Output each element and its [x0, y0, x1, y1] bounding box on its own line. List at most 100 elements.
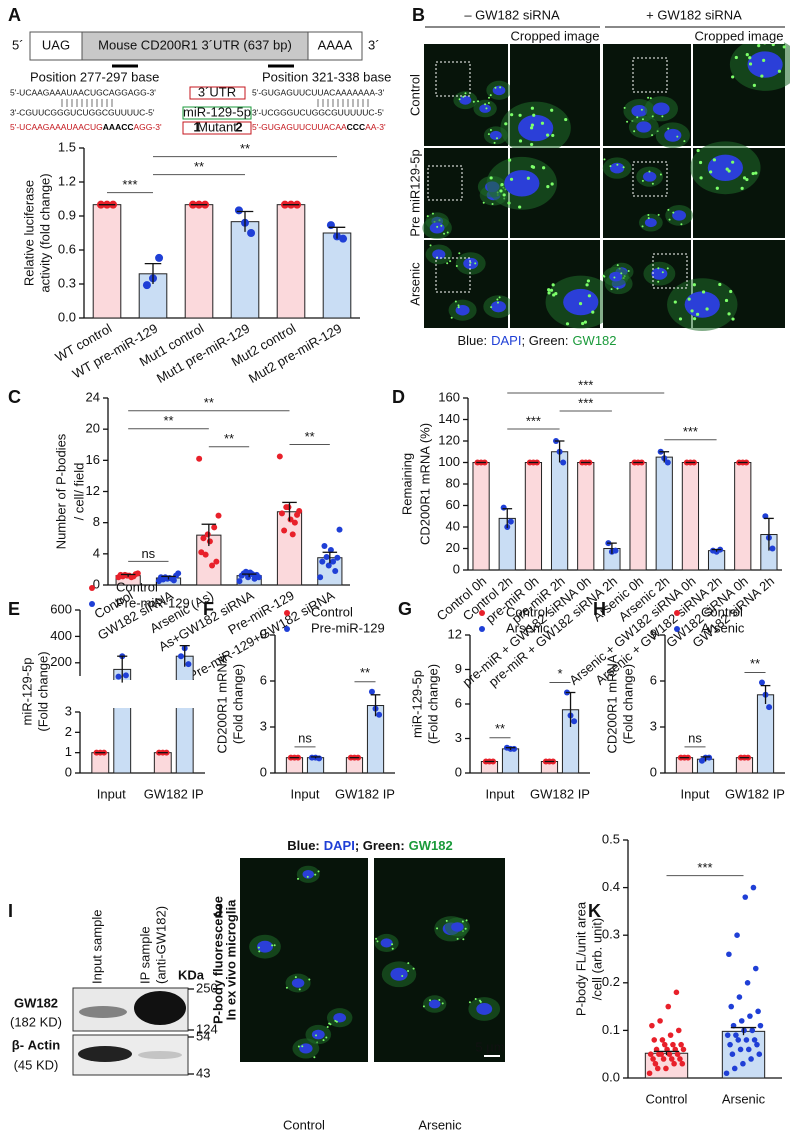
data-point	[175, 570, 182, 577]
caption-part: ; Green:	[521, 333, 568, 348]
p-body	[391, 943, 394, 946]
box-label: 3´UTR	[198, 84, 236, 99]
p-body	[499, 86, 502, 89]
p-body	[487, 133, 490, 136]
sequence: 5'-UCAAGAAAUAACUGAAACCAGG-3'	[10, 122, 162, 132]
p-body	[659, 173, 662, 176]
y-tick-label: 12	[86, 483, 100, 498]
p-body	[564, 117, 568, 122]
p-body	[489, 94, 492, 97]
p-body	[474, 998, 477, 1001]
p-body	[613, 276, 616, 279]
p-body	[499, 189, 503, 193]
p-body	[530, 106, 534, 110]
sequence: 3'-CGUUCGGGUCUGGCGUUUUC-5'	[10, 107, 155, 117]
nucleus	[302, 869, 314, 879]
p-body	[731, 160, 735, 164]
significance-label: ***	[526, 413, 541, 428]
box-label: 2	[235, 119, 242, 134]
nucleus	[390, 967, 408, 981]
y-tick-label: 3	[65, 703, 72, 718]
data-point	[281, 527, 288, 534]
p-body	[672, 211, 675, 214]
data-point	[724, 1032, 731, 1038]
utr-box	[29, 31, 83, 61]
y-tick-label: 0	[260, 764, 267, 779]
data-point	[663, 1065, 669, 1072]
p-body	[458, 98, 461, 101]
bar	[153, 752, 172, 774]
band	[79, 1006, 127, 1018]
p-body	[502, 193, 506, 197]
nucleus	[459, 95, 472, 105]
marker-label: 124	[196, 1021, 218, 1036]
side-label: P-body fluorescence	[210, 896, 225, 1024]
p-body	[462, 938, 465, 941]
panel-letter: D	[392, 387, 405, 407]
p-body	[651, 134, 654, 137]
p-body	[603, 158, 606, 161]
p-body	[542, 166, 546, 170]
error-bar	[241, 573, 257, 578]
p-body	[491, 203, 494, 206]
p-body	[495, 137, 498, 140]
data-point	[679, 1060, 686, 1067]
p-body	[740, 186, 744, 190]
panel-letter: F	[203, 599, 214, 619]
p-body	[422, 1005, 425, 1008]
p-body	[488, 96, 491, 99]
data-point	[647, 1051, 654, 1057]
nucleus	[455, 304, 470, 316]
y-tick-label: 120	[438, 432, 460, 447]
data-point	[664, 459, 671, 466]
error-bar	[653, 1050, 680, 1056]
p-body	[489, 128, 492, 131]
error-bar	[711, 548, 722, 552]
p-body	[622, 166, 625, 169]
y-axis-label: CD200R1 mRNA	[604, 654, 619, 753]
p-body	[477, 100, 480, 103]
p-body	[482, 201, 485, 204]
nucleus	[636, 121, 652, 133]
p-body	[667, 208, 670, 211]
significance-label: *	[557, 666, 562, 681]
p-body	[449, 260, 452, 263]
p-body	[335, 1020, 338, 1023]
error-bar	[760, 684, 771, 704]
p-body	[518, 205, 522, 209]
significance-label: **	[750, 656, 760, 671]
data-point	[323, 553, 330, 560]
legend-label: Control	[506, 604, 548, 619]
y-tick-label: 12	[448, 626, 462, 641]
significance-label: **	[360, 665, 370, 680]
data-point	[752, 965, 759, 972]
p-body	[695, 312, 700, 316]
data-point	[185, 661, 192, 668]
y-tick-label: 3	[455, 730, 462, 745]
p-body	[725, 167, 729, 171]
significance-label: **	[204, 395, 214, 410]
caption-part: DAPI	[491, 333, 521, 348]
nucleus	[380, 938, 393, 948]
caption-part: GW182	[409, 838, 453, 853]
utr-stop: UAG	[42, 37, 70, 52]
p-body	[752, 83, 756, 87]
marker-label: 250	[196, 980, 218, 995]
bar	[734, 462, 752, 571]
x-tick-label: Input	[681, 786, 710, 801]
data-point	[215, 512, 222, 519]
data-point	[560, 459, 567, 466]
label-bg	[510, 30, 600, 44]
significance-label: **	[163, 413, 173, 428]
p-body	[550, 108, 554, 112]
p-body	[531, 165, 536, 169]
nucleus	[707, 154, 743, 181]
error-bar	[161, 575, 176, 580]
p-body	[657, 280, 660, 283]
y-tick-label: 600	[50, 601, 72, 616]
p-body	[587, 294, 591, 298]
protein-size: (45 KD)	[14, 1057, 59, 1072]
data-point	[677, 1056, 683, 1062]
column-header: + GW182 siRNA	[646, 7, 742, 22]
p-body	[391, 947, 394, 950]
